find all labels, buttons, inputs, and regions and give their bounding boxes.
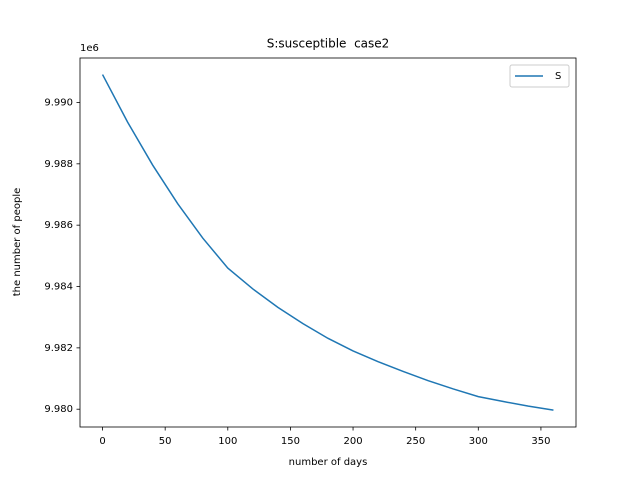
- y-offset-label: 1e6: [80, 43, 99, 54]
- y-axis-label: the number of people: [12, 188, 23, 297]
- x-tick-label: 0: [99, 436, 105, 447]
- x-tick-label: 200: [344, 436, 363, 447]
- chart-title: S:susceptible case2: [267, 37, 390, 51]
- x-tick-label: 100: [218, 436, 237, 447]
- x-tick-label: 150: [281, 436, 300, 447]
- x-tick-label: 250: [406, 436, 425, 447]
- legend-label: S: [555, 71, 561, 82]
- x-tick-label: 300: [469, 436, 488, 447]
- x-tick-label: 350: [531, 436, 550, 447]
- y-tick-label: 9.980: [44, 404, 73, 415]
- x-tick-label: 50: [159, 436, 172, 447]
- axes-frame: [79, 57, 577, 428]
- y-tick-label: 9.986: [44, 220, 73, 231]
- y-tick-label: 9.984: [44, 282, 73, 293]
- x-axis-label: number of days: [289, 457, 368, 468]
- line-series: [101, 74, 554, 411]
- y-tick-label: 9.988: [44, 159, 73, 170]
- y-tick-label: 9.990: [44, 97, 73, 108]
- y-tick-label: 9.982: [44, 343, 73, 354]
